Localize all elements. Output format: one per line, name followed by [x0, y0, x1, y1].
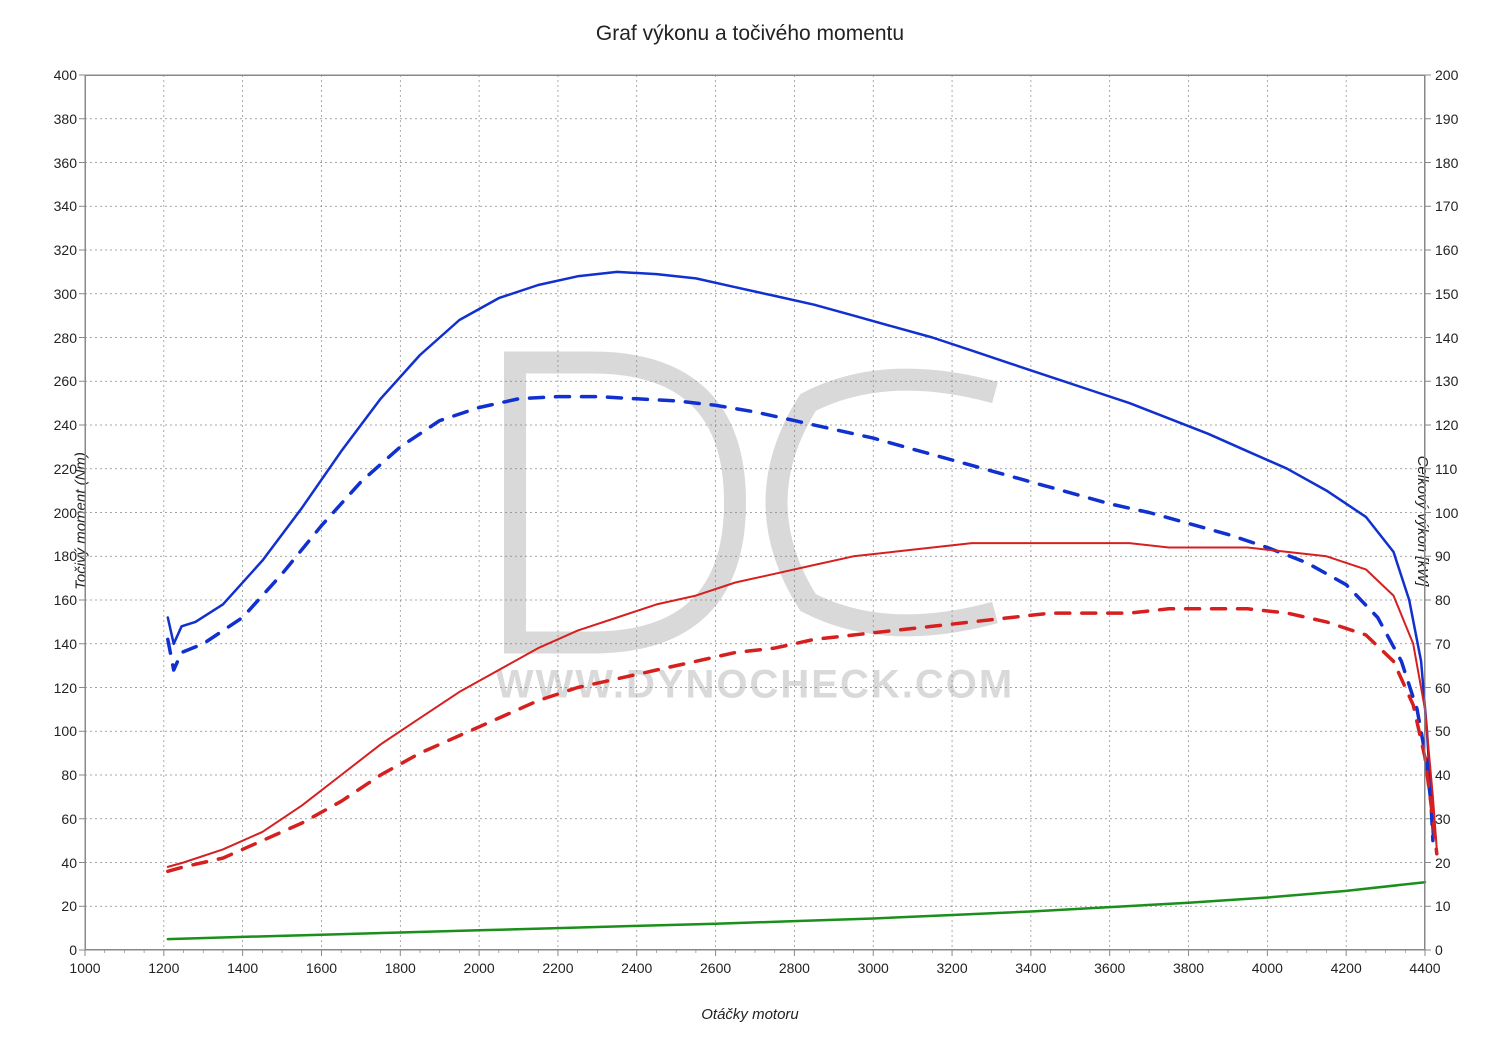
x-tick-label: 4000 — [1252, 960, 1283, 976]
y-left-tick-label: 20 — [45, 898, 77, 914]
x-tick-label: 2400 — [621, 960, 652, 976]
x-tick-label: 2600 — [700, 960, 731, 976]
y-left-tick-label: 280 — [45, 330, 77, 346]
y-right-tick-label: 200 — [1435, 67, 1458, 83]
series-torque_stock — [168, 397, 1433, 841]
x-tick-label: 4200 — [1331, 960, 1362, 976]
x-tick-label: 1200 — [148, 960, 179, 976]
x-tick-label: 2200 — [542, 960, 573, 976]
y-right-tick-label: 10 — [1435, 898, 1451, 914]
y-right-tick-label: 60 — [1435, 680, 1451, 696]
series-drag_loss — [168, 882, 1425, 939]
x-tick-label: 1000 — [69, 960, 100, 976]
y-right-tick-label: 160 — [1435, 242, 1458, 258]
y-left-tick-label: 80 — [45, 767, 77, 783]
series-torque_tuned — [168, 272, 1433, 836]
watermark: WWW.DYNOCHECK.COM — [496, 363, 1014, 707]
y-right-tick-label: 140 — [1435, 330, 1458, 346]
y-left-tick-label: 400 — [45, 67, 77, 83]
y-right-tick-label: 130 — [1435, 373, 1458, 389]
x-tick-label: 3600 — [1094, 960, 1125, 976]
y-right-tick-label: 100 — [1435, 505, 1458, 521]
y-right-tick-label: 0 — [1435, 942, 1443, 958]
y-left-tick-label: 0 — [45, 942, 77, 958]
x-tick-label: 3200 — [936, 960, 967, 976]
y-left-tick-label: 220 — [45, 461, 77, 477]
y-left-tick-label: 240 — [45, 417, 77, 433]
x-tick-label: 2000 — [464, 960, 495, 976]
y-left-tick-label: 60 — [45, 811, 77, 827]
y-right-tick-label: 30 — [1435, 811, 1451, 827]
y-right-tick-label: 70 — [1435, 636, 1451, 652]
y-right-tick-label: 190 — [1435, 111, 1458, 127]
y-right-tick-label: 180 — [1435, 155, 1458, 171]
x-tick-label: 2800 — [779, 960, 810, 976]
y-left-tick-label: 100 — [45, 723, 77, 739]
x-tick-label: 3400 — [1015, 960, 1046, 976]
y-right-tick-label: 50 — [1435, 723, 1451, 739]
y-right-tick-label: 20 — [1435, 855, 1451, 871]
svg-text:WWW.DYNOCHECK.COM: WWW.DYNOCHECK.COM — [496, 663, 1014, 707]
chart-svg: WWW.DYNOCHECK.COM — [0, 0, 1500, 1041]
y-left-tick-label: 160 — [45, 592, 77, 608]
x-tick-label: 3800 — [1173, 960, 1204, 976]
y-left-tick-label: 40 — [45, 855, 77, 871]
x-tick-label: 4400 — [1409, 960, 1440, 976]
y-left-tick-label: 360 — [45, 155, 77, 171]
y-left-tick-label: 300 — [45, 286, 77, 302]
y-right-tick-label: 40 — [1435, 767, 1451, 783]
y-right-tick-label: 150 — [1435, 286, 1458, 302]
y-right-tick-label: 170 — [1435, 198, 1458, 214]
y-left-tick-label: 380 — [45, 111, 77, 127]
y-left-tick-label: 200 — [45, 505, 77, 521]
y-right-tick-label: 90 — [1435, 548, 1451, 564]
y-left-tick-label: 260 — [45, 373, 77, 389]
x-tick-label: 1600 — [306, 960, 337, 976]
y-left-tick-label: 340 — [45, 198, 77, 214]
series-power_stock — [168, 609, 1437, 872]
y-left-tick-label: 120 — [45, 680, 77, 696]
x-tick-label: 3000 — [858, 960, 889, 976]
y-right-tick-label: 110 — [1435, 461, 1457, 477]
y-right-tick-label: 120 — [1435, 417, 1458, 433]
y-left-tick-label: 180 — [45, 548, 77, 564]
x-tick-label: 1800 — [385, 960, 416, 976]
y-right-tick-label: 80 — [1435, 592, 1451, 608]
y-left-tick-label: 320 — [45, 242, 77, 258]
y-left-tick-label: 140 — [45, 636, 77, 652]
x-tick-label: 1400 — [227, 960, 258, 976]
